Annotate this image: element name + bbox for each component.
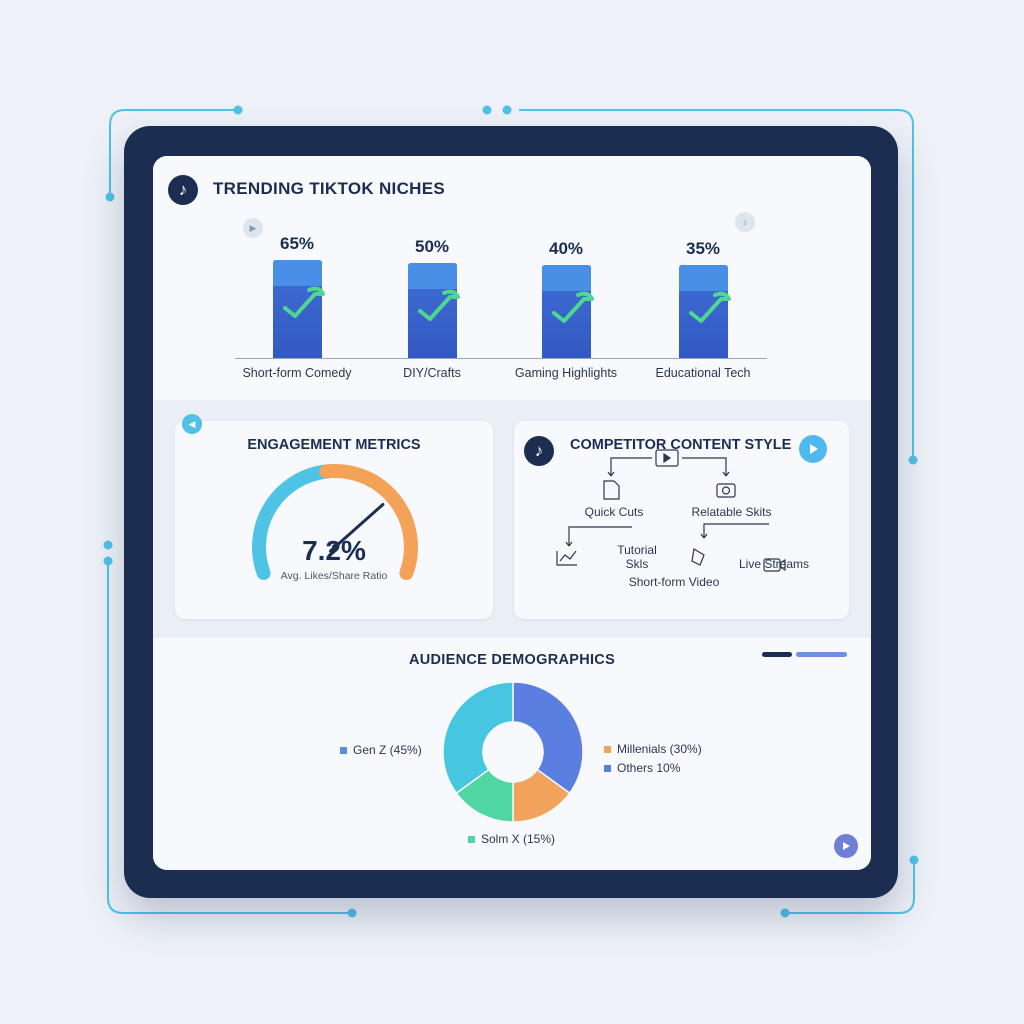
play-icon[interactable]: ▶ (243, 218, 263, 238)
gauge-arc-blue (252, 464, 334, 580)
legend-label: Millenials (30%) (617, 742, 702, 756)
tiktok-icon: ♪ (524, 436, 554, 466)
donut-slice (442, 681, 514, 795)
legend-millenials: Millenials (30%) (604, 742, 702, 756)
bar-data-label: 35% (685, 239, 721, 258)
check-trend-icon (552, 291, 594, 323)
legend-swatch (604, 764, 611, 772)
legend-solm-x: Solm X (15%) (468, 832, 555, 846)
gauge-needle (329, 503, 385, 553)
bar-highlight (542, 265, 591, 291)
bar-group: 35% (673, 239, 733, 358)
bar-data-label: 50% (414, 237, 450, 256)
check-trend-icon (418, 289, 460, 321)
competitor-title: COMPETITOR CONTENT STYLE (570, 437, 792, 453)
gauge-arc-orange (319, 464, 418, 580)
bar-group: 40% (536, 239, 596, 358)
tiktok-mini-icon[interactable]: ♪ (735, 212, 755, 232)
bar-data-label: 40% (548, 239, 584, 258)
demographics-title: AUDIENCE DEMOGRAPHICS (408, 652, 616, 668)
bar-category-label: Gaming Highlights (514, 366, 618, 380)
camera-icon (716, 483, 736, 498)
content-flow-diagram (556, 449, 786, 572)
live-camera-icon (763, 558, 781, 572)
bar-data-label: 65% (279, 234, 315, 253)
engagement-card: ◀ ENGAGEMENT METRICS 7.2% Avg. Likes/Sha… (175, 414, 493, 619)
legend-label: Gen Z (45%) (353, 743, 422, 757)
bar-category-label: DIY/Crafts (403, 366, 461, 380)
check-trend-icon (689, 291, 731, 323)
dashboard-screen: ♪ TRENDING TIKTOK NICHES ▶ ♪ 65% Short-fo… (153, 156, 871, 870)
node-live-streams: Live Streams (738, 557, 810, 571)
document-icon (603, 480, 620, 500)
bar-category-label: Short-form Comedy (242, 366, 352, 380)
check-trend-icon (283, 286, 325, 318)
bar-highlight (679, 265, 728, 291)
legend-swatch (468, 835, 475, 843)
chart-icon (556, 551, 577, 566)
middle-band: ◀ ENGAGEMENT METRICS 7.2% Avg. Likes/Sha… (153, 400, 871, 638)
video-icon (655, 449, 679, 467)
pager-indicator[interactable] (796, 652, 847, 657)
legend-others: Others 10% (604, 761, 680, 775)
node-quick-cuts: Quick Cuts (584, 505, 644, 519)
bar (408, 263, 457, 358)
donut-slice (512, 681, 584, 795)
tiktok-icon: ♪ (168, 175, 198, 205)
node-relatable-skits: Relatable Skits (691, 505, 772, 519)
bar-group: 50% (402, 237, 462, 358)
chart-baseline (235, 358, 767, 359)
node-short-form-video: Short-form Video (628, 575, 720, 589)
legend-swatch (604, 745, 611, 753)
pager-indicator-active[interactable] (762, 652, 792, 657)
demographics-panel: AUDIENCE DEMOGRAPHICS Gen Z (45%) Millen… (153, 638, 871, 870)
legend-swatch (340, 746, 347, 754)
node-tutorial: Tutorial Skls (617, 543, 657, 571)
bar-highlight (273, 260, 322, 286)
competitor-card: ♪ COMPETITOR CONTENT STYLE (514, 421, 849, 619)
page-title: TRENDING TIKTOK NICHES (213, 179, 446, 198)
gauge-pivot (332, 544, 338, 550)
play-icon (843, 842, 850, 850)
demographics-donut-chart (442, 681, 584, 823)
next-button[interactable] (834, 834, 858, 858)
legend-gen-z: Gen Z (45%) (340, 743, 422, 757)
bar-highlight (408, 263, 457, 289)
bar-category-label: Educational Tech (655, 366, 751, 380)
engagement-caption: Avg. Likes/Share Ratio (280, 570, 388, 582)
bar (679, 265, 728, 358)
trending-niches-panel: ♪ TRENDING TIKTOK NICHES ▶ ♪ 65% Short-fo… (153, 156, 871, 400)
engagement-value: 7.2% (302, 535, 366, 566)
bar-group: 65% (267, 234, 327, 358)
engagement-gauge (252, 464, 418, 580)
legend-label: Others 10% (617, 761, 681, 775)
bar (542, 265, 591, 358)
play-button[interactable] (799, 435, 827, 463)
legend-label: Solm X (15%) (481, 832, 556, 846)
play-icon (810, 444, 818, 454)
hand-icon (691, 548, 705, 566)
back-icon[interactable]: ◀ (182, 414, 202, 434)
engagement-title: ENGAGEMENT METRICS (247, 437, 421, 453)
bar (273, 260, 322, 358)
